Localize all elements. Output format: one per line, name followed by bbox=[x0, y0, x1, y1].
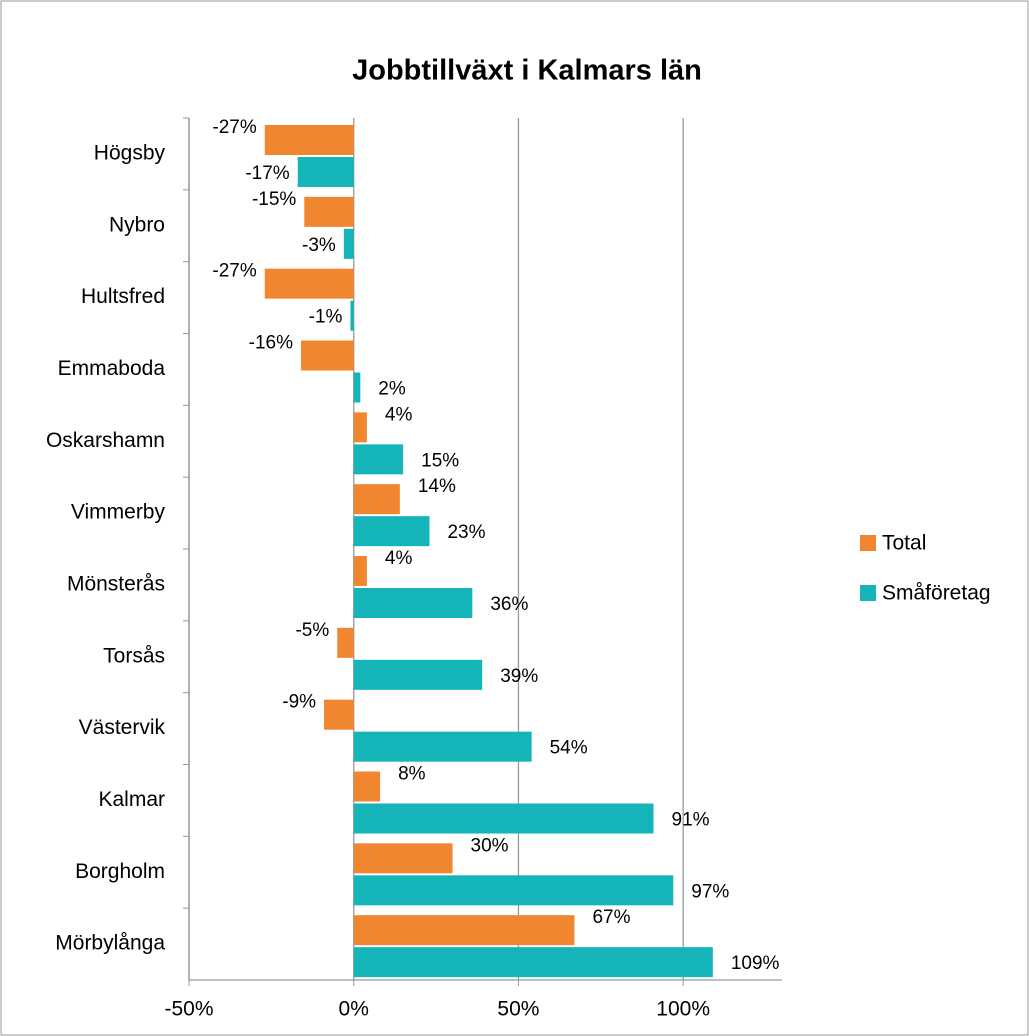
bar bbox=[353, 771, 381, 802]
data-label: 2% bbox=[378, 379, 406, 400]
bar bbox=[343, 228, 354, 259]
legend-swatch bbox=[860, 535, 876, 551]
data-label: -27% bbox=[212, 117, 256, 138]
bar bbox=[353, 444, 404, 475]
y-tick-label: Oskarshamn bbox=[46, 429, 165, 452]
y-tick-label: Västervik bbox=[79, 716, 166, 739]
data-label: 36% bbox=[490, 594, 528, 615]
bar bbox=[353, 659, 483, 690]
legend-label: Total bbox=[882, 532, 926, 555]
bar bbox=[264, 268, 354, 299]
bar bbox=[353, 484, 400, 515]
data-label: -16% bbox=[249, 333, 293, 354]
x-tick-label: 0% bbox=[339, 998, 369, 1021]
bar bbox=[337, 627, 354, 658]
bar bbox=[353, 843, 453, 874]
y-tick-label: Borgholm bbox=[75, 860, 165, 883]
legend-label: Småföretag bbox=[882, 582, 991, 605]
y-tick-label: Mörbylånga bbox=[55, 932, 165, 955]
y-tick-label: Nybro bbox=[109, 213, 165, 236]
legend-swatch bbox=[860, 585, 876, 601]
x-tick-label: 50% bbox=[497, 998, 539, 1021]
bar bbox=[304, 196, 354, 227]
y-tick-label: Torsås bbox=[103, 644, 165, 667]
bar bbox=[324, 699, 354, 730]
data-label: 30% bbox=[471, 835, 509, 856]
data-label: -17% bbox=[245, 163, 289, 184]
data-label: 97% bbox=[691, 881, 729, 902]
data-label: -5% bbox=[295, 620, 329, 641]
bar bbox=[353, 875, 674, 906]
bar bbox=[264, 125, 354, 155]
bar bbox=[353, 588, 473, 618]
y-tick-label: Kalmar bbox=[98, 788, 165, 811]
data-label: -1% bbox=[309, 307, 343, 328]
y-tick-label: Hultsfred bbox=[81, 285, 165, 308]
data-label: 109% bbox=[731, 953, 780, 974]
data-label: 14% bbox=[418, 476, 456, 497]
data-label: 23% bbox=[447, 522, 485, 543]
data-label: 91% bbox=[672, 810, 710, 831]
data-label: 4% bbox=[385, 548, 413, 569]
data-label: 54% bbox=[550, 738, 588, 759]
bar bbox=[353, 516, 430, 547]
x-tick-label: -50% bbox=[164, 998, 213, 1021]
bar bbox=[353, 915, 575, 946]
data-label: 39% bbox=[500, 666, 538, 687]
bar bbox=[301, 340, 354, 371]
bar bbox=[353, 412, 367, 443]
bar bbox=[353, 372, 361, 403]
bar bbox=[353, 947, 713, 978]
y-tick-label: Emmaboda bbox=[58, 357, 166, 380]
data-label: 4% bbox=[385, 404, 413, 425]
data-label: 15% bbox=[421, 450, 459, 471]
chart-title: Jobbtillväxt i Kalmars län bbox=[352, 55, 702, 87]
y-tick-label: Vimmerby bbox=[71, 501, 166, 524]
bar bbox=[353, 556, 367, 586]
bar bbox=[353, 731, 532, 762]
y-tick-label: Mönsterås bbox=[67, 572, 165, 595]
bar bbox=[353, 803, 654, 834]
data-label: -3% bbox=[302, 235, 336, 256]
y-tick-label: Högsby bbox=[94, 141, 166, 164]
x-tick-label: 100% bbox=[656, 998, 710, 1021]
data-label: 67% bbox=[592, 907, 630, 928]
bar bbox=[297, 157, 354, 187]
bar bbox=[350, 300, 354, 331]
data-label: 8% bbox=[398, 764, 426, 785]
data-label: -9% bbox=[282, 692, 316, 713]
data-label: -27% bbox=[212, 261, 256, 282]
data-label: -15% bbox=[252, 189, 296, 210]
